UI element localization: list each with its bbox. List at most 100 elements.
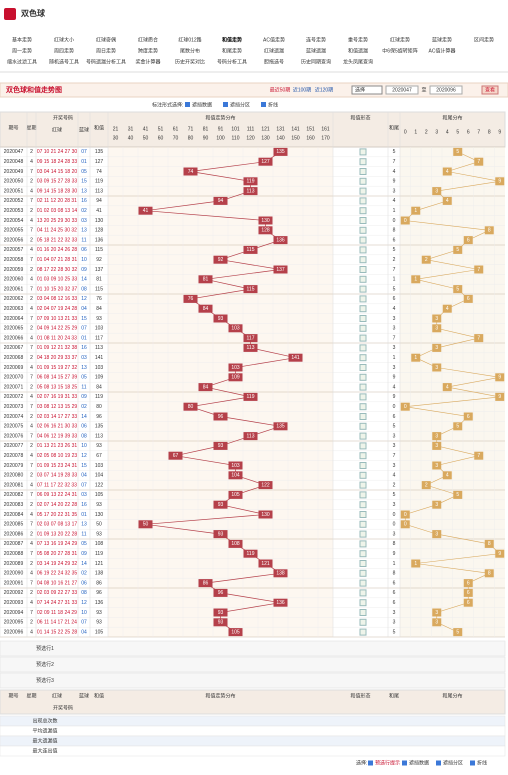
nav-link[interactable]: 蓝球遗漏 [306, 47, 326, 54]
range-link[interactable]: 最近50期 [270, 86, 291, 93]
tail-value: 4 [393, 384, 396, 390]
shape-cell [359, 579, 367, 587]
sum-value: 74 [96, 169, 102, 175]
stat-label: 平均遗漏值 [32, 727, 57, 734]
option[interactable]: 折线 [268, 101, 278, 108]
checkbox[interactable] [368, 760, 373, 766]
week: 4 [30, 277, 33, 283]
view-button[interactable]: 查看 [485, 86, 495, 93]
tail-label: 3 [435, 531, 438, 537]
tail-label: 0 [404, 218, 407, 224]
tail-label: 3 [435, 620, 438, 626]
nav-link[interactable]: 龙头凤尾查询 [343, 58, 373, 65]
nav-link[interactable]: 号码遗漏分析工具 [86, 58, 126, 65]
nav-link[interactable]: 随机选号工具 [49, 58, 79, 65]
tail-value: 3 [393, 463, 396, 469]
checkbox[interactable] [223, 102, 228, 107]
shape-cell [359, 442, 367, 450]
nav-link[interactable]: 胆拖选号 [264, 58, 284, 65]
red-balls: 03 07 14 19 28 33 [37, 473, 78, 479]
button-bg[interactable] [481, 85, 499, 95]
red-balls: 03 04 14 15 18 20 [37, 169, 78, 175]
tail-box [484, 569, 494, 578]
blue-ball: 05 [81, 169, 87, 175]
tail-label: 5 [456, 247, 459, 253]
week: 2 [30, 620, 33, 626]
tail-box [463, 412, 473, 421]
nav-link[interactable]: 周日走势 [96, 47, 116, 54]
nav-link[interactable]: 蓝球走势 [432, 36, 452, 43]
shape-cell [359, 226, 367, 234]
nav-link[interactable]: 区间走势 [474, 36, 494, 43]
sum-label: 135 [276, 424, 285, 430]
footer-option[interactable]: 折线 [477, 759, 487, 766]
nav-link[interactable]: 历史开奖对比 [175, 58, 205, 65]
preselect-row [0, 656, 506, 673]
nav-link[interactable]: 连号走势 [306, 36, 326, 43]
sum-box [243, 177, 258, 186]
red-balls: 01 13 21 23 26 31 [37, 443, 78, 449]
sum-box [258, 481, 273, 490]
sum-value: 93 [96, 316, 102, 322]
tail-value: 0 [393, 522, 396, 528]
tail-value: 5 [393, 629, 396, 635]
select[interactable]: 选择 [355, 86, 365, 93]
nav-link[interactable]: 奖金计算器 [135, 58, 160, 65]
range-link[interactable]: 近100期 [293, 86, 311, 93]
input-to[interactable] [429, 85, 463, 95]
sum-box [213, 500, 228, 509]
sum-box [243, 392, 258, 401]
footer-option[interactable]: 预选行提示 [375, 759, 400, 766]
footer-option[interactable]: 遮挡分区 [443, 759, 463, 766]
checkbox[interactable] [261, 102, 266, 107]
nav-link[interactable]: 周一走势 [12, 47, 32, 54]
input-from[interactable] [385, 85, 419, 95]
tail-value: 3 [393, 610, 396, 616]
nav-link[interactable]: 红球走势 [390, 36, 410, 43]
sum-box [213, 618, 228, 627]
nav-link[interactable]: 基本走势 [12, 36, 32, 43]
issue: 2020068 [4, 355, 24, 361]
checkbox[interactable] [470, 760, 475, 766]
checkbox[interactable] [436, 760, 441, 766]
footer-option[interactable]: 遮挡数据 [409, 759, 429, 766]
range-high: 150 [291, 135, 300, 141]
nav-link[interactable]: 跨度走势 [138, 47, 158, 54]
checkbox[interactable] [402, 760, 407, 766]
sum-label: 80 [188, 404, 194, 410]
blue-ball: 03 [81, 218, 87, 224]
tail-value: 7 [393, 453, 396, 459]
nav-link[interactable]: AC值走势 [263, 36, 285, 43]
nav-link[interactable]: 中6保5旋转矩阵 [382, 47, 418, 54]
nav-link[interactable]: 缩水过滤工具 [7, 58, 37, 65]
sum-label: 81 [203, 277, 209, 283]
shape-cell [359, 462, 367, 469]
red-balls: 04 18 20 29 33 37 [37, 355, 78, 361]
issue: 2020091 [4, 580, 24, 586]
nav-link[interactable]: 周四走势 [54, 47, 74, 54]
tail-value: 8 [393, 541, 396, 547]
nav-link[interactable]: 重号走势 [348, 36, 368, 43]
nav-link[interactable]: 红球质合 [138, 36, 158, 43]
tail-label: 3 [435, 502, 438, 508]
issue: 2020077 [4, 443, 24, 449]
nav-link[interactable]: 历史同期查询 [301, 58, 331, 65]
checkbox[interactable] [185, 102, 190, 107]
nav-link[interactable]: 号码分析工具 [217, 58, 247, 65]
nav-link[interactable]: 红球遗漏 [264, 47, 284, 54]
nav-link[interactable]: AC值计算器 [429, 47, 456, 54]
nav-link[interactable]: 红球012路 [178, 36, 201, 43]
nav-link[interactable]: 和值走势 [221, 36, 242, 43]
nav-link[interactable]: 和值遗漏 [348, 47, 368, 54]
select-box[interactable] [351, 85, 383, 95]
nav-link[interactable]: 红球奇偶 [96, 36, 116, 43]
nav-link[interactable]: 和尾走势 [222, 47, 242, 54]
option[interactable]: 遮挡数据 [192, 101, 212, 108]
option[interactable]: 遮挡分区 [230, 101, 250, 108]
nav-link[interactable]: 红球大小 [54, 36, 74, 43]
sum-value: 137 [95, 267, 104, 273]
range-link[interactable]: 近120期 [315, 86, 333, 93]
nav-link[interactable]: 尾数分布 [180, 47, 200, 54]
range-low: 101 [231, 126, 240, 132]
digit-head: 6 [467, 129, 470, 135]
